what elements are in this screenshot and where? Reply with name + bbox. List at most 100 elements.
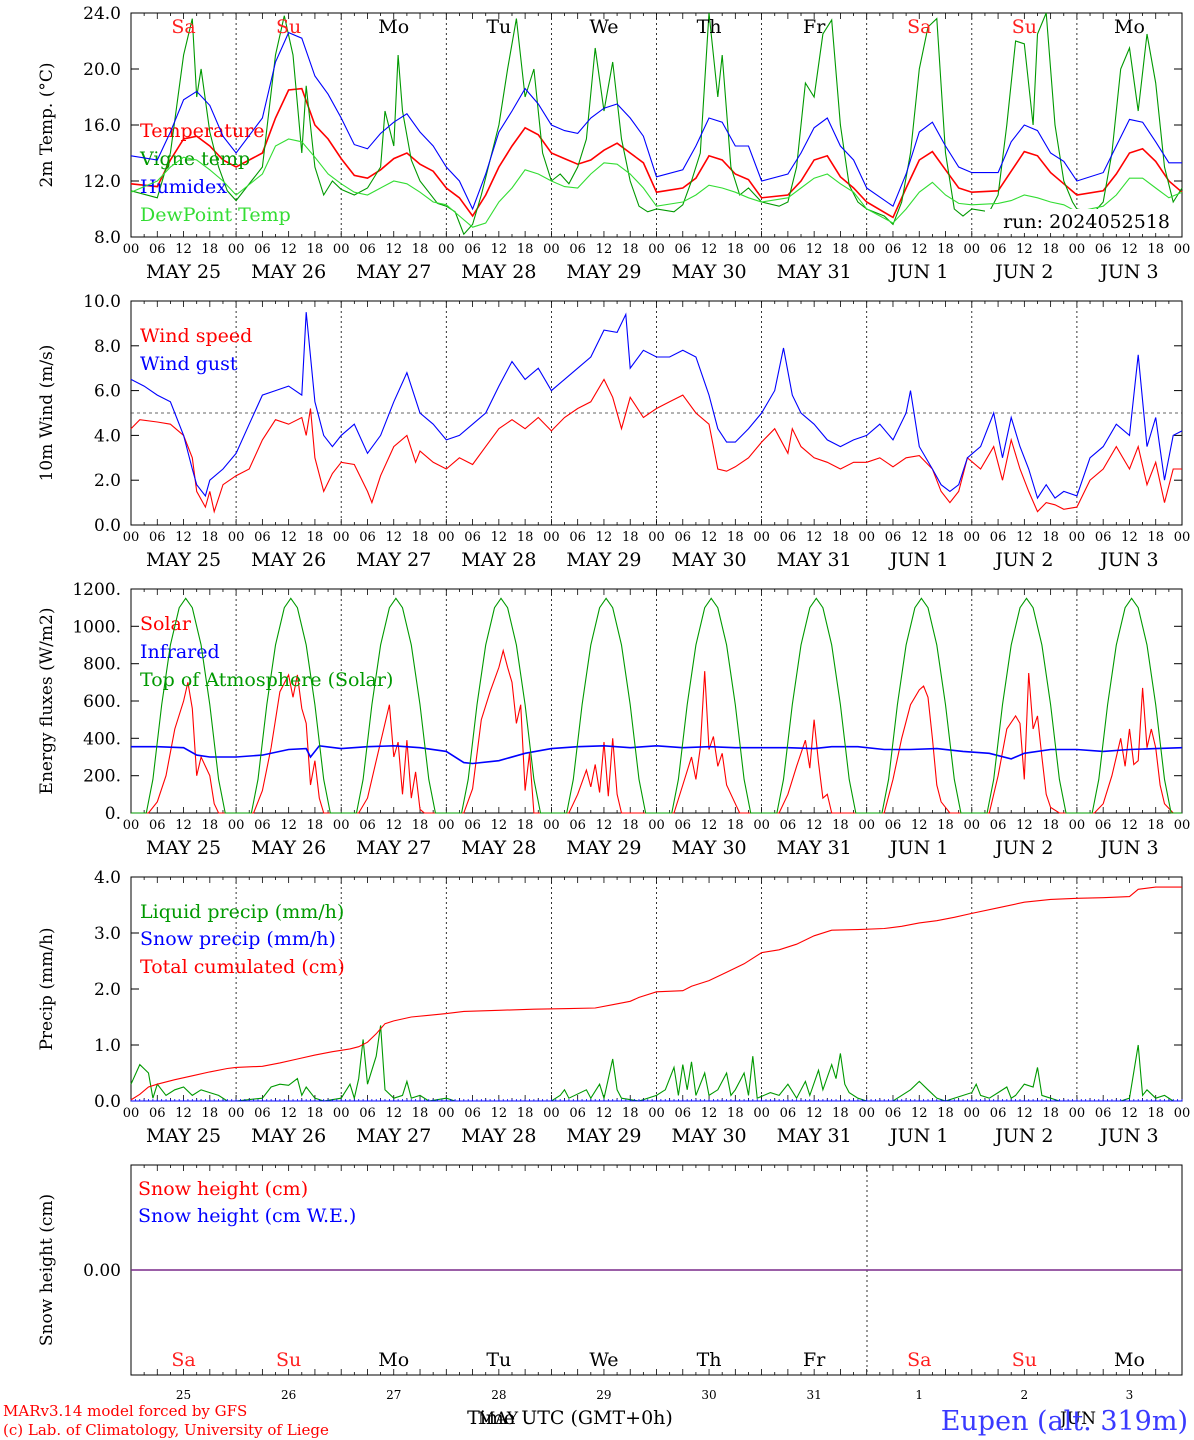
date-label: MAY 25 — [146, 261, 221, 283]
y-tick-label: 2.0 — [94, 980, 121, 1000]
hour-label: 00 — [858, 818, 875, 833]
hour-label: 06 — [569, 1106, 586, 1121]
hour-label: 18 — [517, 242, 534, 257]
hour-label: 00 — [228, 530, 245, 545]
hour-label: 06 — [149, 242, 166, 257]
hour-label: 06 — [1095, 1106, 1112, 1121]
hour-label: 00 — [1174, 242, 1191, 257]
y-tick-label: 0. — [105, 804, 121, 824]
hour-label: 00 — [753, 1106, 770, 1121]
hour-label: 18 — [727, 1106, 744, 1121]
date-label: MAY 27 — [356, 837, 431, 859]
y-tick-label: 24.0 — [83, 4, 121, 24]
legend-entry: Wind speed — [140, 325, 252, 347]
date-label: JUN 1 — [888, 1125, 948, 1147]
hour-label: 00 — [964, 1106, 981, 1121]
hour-label: 12 — [280, 530, 297, 545]
day-name-top: Sa — [907, 16, 931, 38]
y-axis-label: 2m Temp. (°C) — [37, 62, 57, 187]
hour-label: 12 — [385, 818, 402, 833]
series-line-1 — [131, 744, 1183, 765]
hour-label: 06 — [885, 530, 902, 545]
hour-label: 12 — [596, 242, 613, 257]
y-tick-label: 1.0 — [94, 1036, 121, 1056]
date-label: MAY 29 — [566, 261, 641, 283]
y-axis-label: 10m Wind (m/s) — [37, 345, 57, 482]
y-tick-label: 200. — [83, 767, 121, 787]
day-name-bottom: We — [589, 1349, 618, 1371]
date-label: MAY 25 — [146, 837, 221, 859]
panel-1: 8.0 12.0 16.0 20.0 24.0 2m Temp. (°C) Temperat… — [37, 4, 1190, 283]
hour-label: 06 — [149, 530, 166, 545]
day-number: 30 — [701, 1388, 716, 1402]
hour-label: 12 — [596, 1106, 613, 1121]
hour-label: 18 — [727, 530, 744, 545]
hour-label: 12 — [1016, 1106, 1033, 1121]
hour-label: 00 — [648, 242, 665, 257]
series-line-0 — [130, 1025, 1182, 1102]
day-name-bottom: Su — [276, 1349, 301, 1371]
y-axis-label: Precip (mm/h) — [37, 927, 57, 1050]
hour-label: 18 — [1147, 530, 1164, 545]
day-name-top: Fr — [803, 16, 826, 38]
y-axis-label: Energy fluxes (W/m2) — [37, 608, 57, 795]
date-label: MAY 26 — [251, 261, 326, 283]
model-credit: MARv3.14 model forced by GFS — [3, 1402, 247, 1420]
hour-label: 12 — [175, 242, 192, 257]
legend-entry: Snow height (cm) — [138, 1178, 308, 1200]
hour-label: 06 — [1095, 818, 1112, 833]
time-axis-title: Time UTC (GMT+0h) — [467, 1407, 673, 1429]
day-number: 31 — [807, 1388, 822, 1402]
date-label: MAY 26 — [251, 549, 326, 571]
day-name-top: Tu — [486, 16, 511, 38]
date-label: MAY 29 — [566, 837, 641, 859]
hour-label: 12 — [911, 530, 928, 545]
hour-label: 00 — [858, 242, 875, 257]
hour-label: 06 — [359, 1106, 376, 1121]
hour-label: 00 — [858, 530, 875, 545]
hour-label: 00 — [648, 818, 665, 833]
hour-label: 18 — [832, 530, 849, 545]
y-tick-label: 6.0 — [94, 382, 121, 402]
hour-label: 00 — [438, 1106, 455, 1121]
day-number: 25 — [176, 1388, 191, 1402]
date-label: JUN 3 — [1098, 1125, 1158, 1147]
y-axis-label: Snow height (cm) — [37, 1194, 57, 1346]
day-name-bottom: Sa — [171, 1349, 195, 1371]
hour-label: 12 — [596, 530, 613, 545]
day-name-top: We — [589, 16, 618, 38]
date-label: MAY 31 — [777, 1125, 852, 1147]
panel-3: 0. 200. 400. 600. 800. 1000. 1200. Energy fluxe… — [37, 580, 1190, 859]
date-label: JUN 1 — [888, 261, 948, 283]
legend-entry: Humidex — [140, 176, 227, 198]
hour-label: 00 — [228, 242, 245, 257]
series-line-2 — [130, 886, 1182, 1101]
legend-entry: Infrared — [140, 641, 220, 663]
y-tick-label: 1000. — [72, 617, 121, 637]
hour-label: 00 — [1174, 530, 1191, 545]
legend-entry: Top of Atmosphere (Solar) — [140, 669, 393, 691]
hour-label: 12 — [1121, 1106, 1138, 1121]
hour-label: 18 — [307, 1106, 324, 1121]
hour-label: 18 — [307, 242, 324, 257]
hour-label: 18 — [937, 818, 954, 833]
hour-label: 00 — [1174, 1106, 1191, 1121]
series-line-1 — [130, 12, 1183, 236]
date-label: JUN 1 — [888, 549, 948, 571]
series-line-0 — [130, 378, 1182, 514]
day-number: 29 — [596, 1388, 611, 1402]
hour-label: 06 — [780, 1106, 797, 1121]
hour-label: 06 — [1095, 242, 1112, 257]
hour-label: 12 — [1121, 242, 1138, 257]
date-label: MAY 31 — [777, 261, 852, 283]
hour-label: 06 — [464, 1106, 481, 1121]
hour-label: 06 — [359, 530, 376, 545]
day-number: 28 — [491, 1388, 506, 1402]
hour-label: 12 — [701, 242, 718, 257]
day-number: 1 — [915, 1388, 923, 1402]
hour-label: 06 — [464, 818, 481, 833]
date-label: MAY 27 — [356, 549, 431, 571]
hour-label: 00 — [753, 242, 770, 257]
date-label: MAY 31 — [777, 549, 852, 571]
month-label-jun: JUN — [1058, 1409, 1096, 1429]
